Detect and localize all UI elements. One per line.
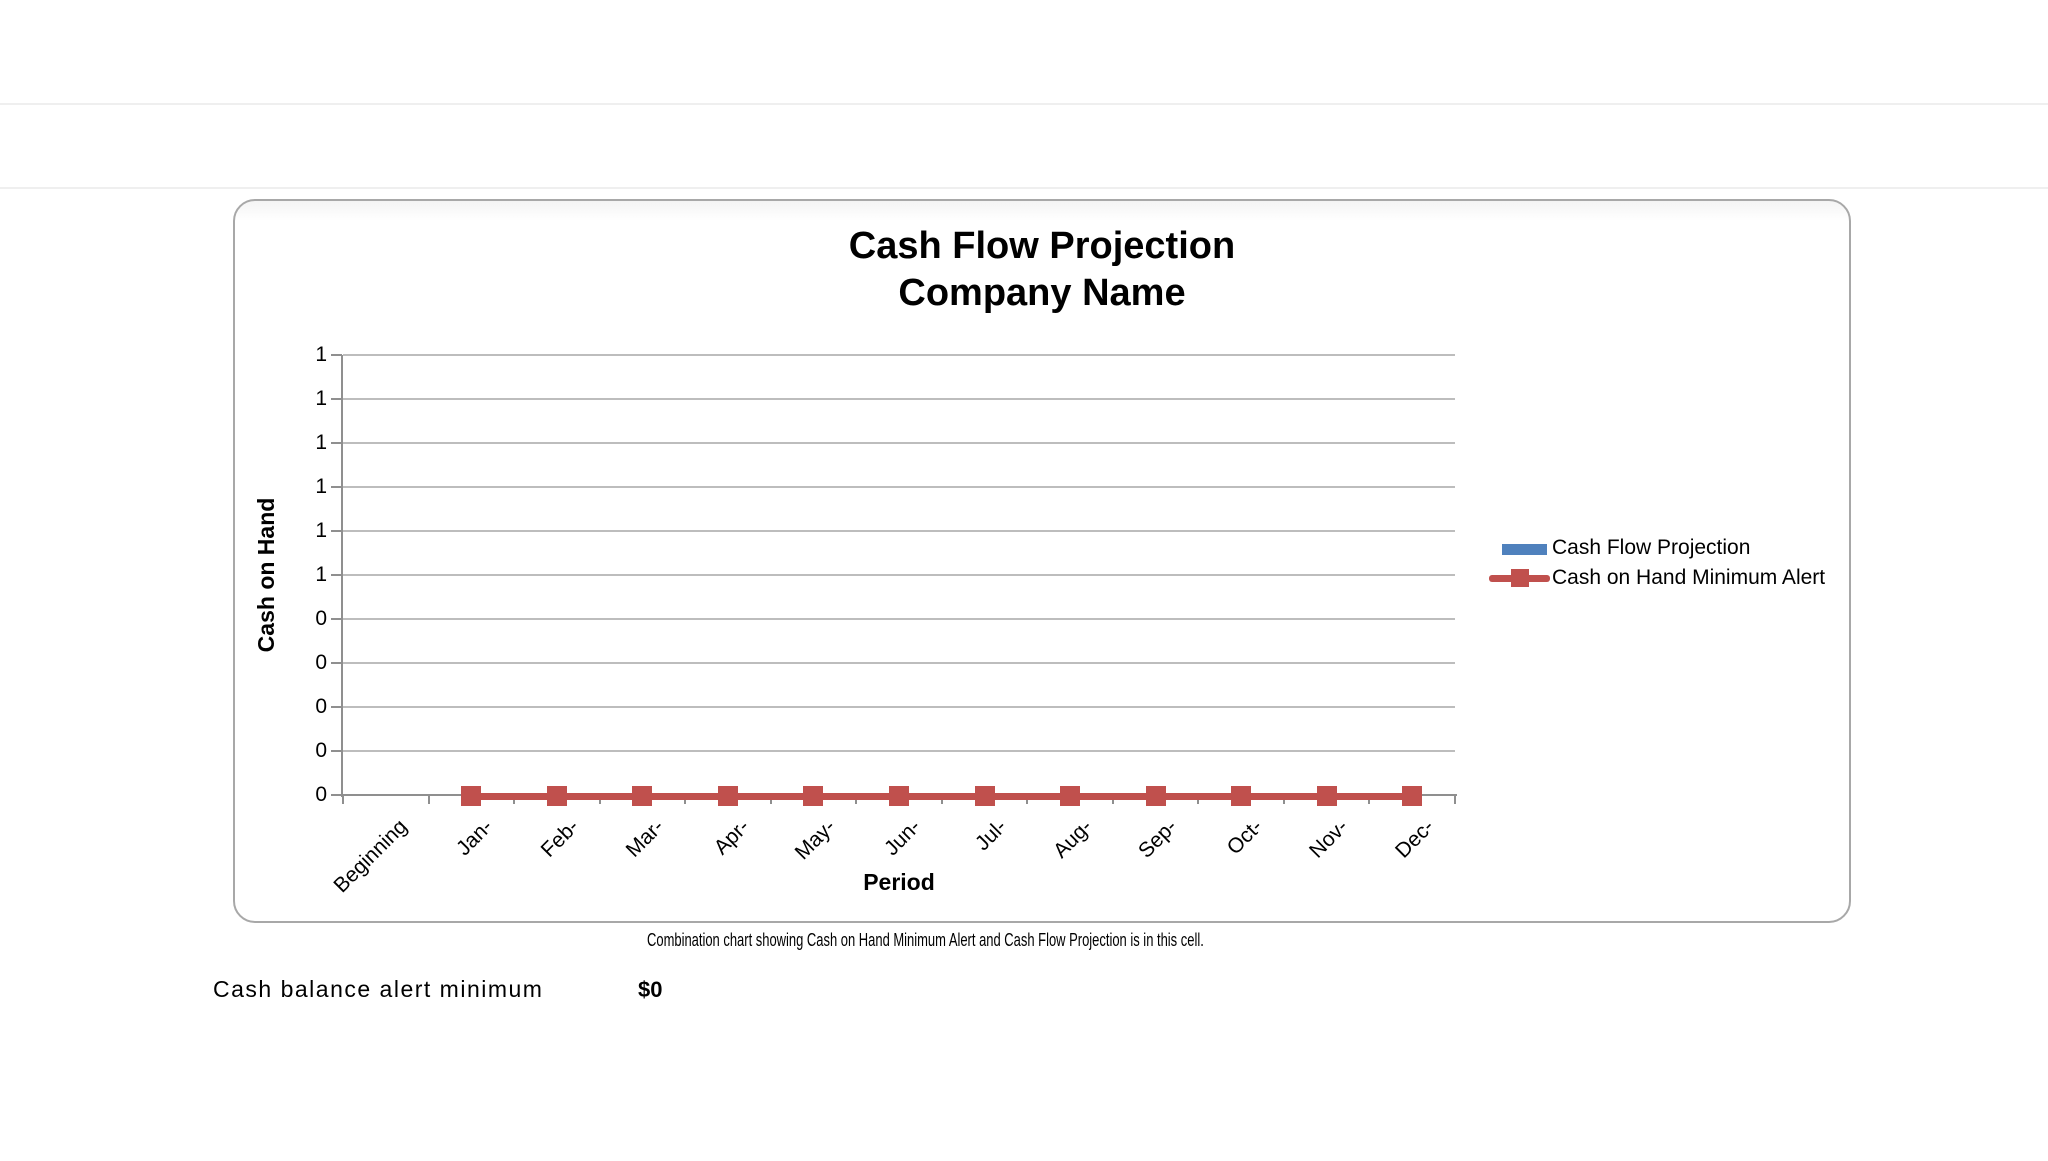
y-axis-tick	[331, 618, 342, 620]
x-tick-label: May-	[790, 815, 840, 865]
y-axis-tick	[331, 662, 342, 664]
x-axis-tick	[1454, 795, 1456, 804]
x-tick-label: Feb-	[536, 815, 584, 862]
series-data-point-marker	[974, 786, 995, 806]
x-tick-label: Dec-	[1390, 815, 1439, 863]
gridline	[343, 618, 1455, 620]
x-axis-title: Period	[863, 869, 935, 895]
y-axis-tick	[331, 442, 342, 444]
y-axis-tick	[331, 794, 342, 796]
y-axis-tick	[331, 354, 342, 356]
y-tick-label: 1	[315, 475, 327, 498]
gridline	[343, 706, 1455, 708]
gridline	[343, 662, 1455, 664]
gridline	[343, 442, 1455, 444]
legend-swatch-bar-series	[1502, 544, 1547, 555]
y-tick-label: 1	[315, 387, 327, 410]
y-tick-label: 0	[315, 607, 327, 630]
chart-cell-caption: Combination chart showing Cash on Hand M…	[647, 930, 1204, 950]
y-tick-label: 1	[315, 519, 327, 542]
chart-title: Cash Flow Projection	[848, 225, 1236, 267]
y-tick-label: 0	[315, 695, 327, 718]
series-data-point-marker	[1060, 786, 1081, 806]
y-axis-tick	[331, 530, 342, 532]
gridline	[343, 486, 1455, 488]
x-tick-label: Oct-	[1223, 815, 1268, 860]
series-data-point-marker	[1145, 786, 1166, 806]
sheet-row-gridline	[0, 187, 2048, 189]
series-data-point-marker	[461, 786, 482, 806]
legend-label-cash-flow-projection: Cash Flow Projection	[1552, 536, 1751, 559]
y-tick-label: 0	[315, 651, 327, 674]
plot-area: 1 1 1 1 1 1 0 0 0 0 0 Beginning Jan- Feb- Mar- Apr- May-…	[315, 343, 1457, 897]
cash-balance-alert-minimum-label: Cash balance alert minimum	[213, 976, 544, 1002]
y-axis-line	[341, 355, 343, 797]
gridline	[343, 750, 1455, 752]
chart-object[interactable]: Cash Flow Projection Company Name Cash o…	[233, 199, 1851, 923]
sheet-row-gridline	[0, 103, 2048, 105]
x-tick-label: Aug-	[1048, 815, 1097, 863]
y-tick-label: 1	[315, 343, 327, 366]
gridline	[343, 398, 1455, 400]
series-data-point-marker	[803, 786, 824, 806]
y-tick-label: 0	[315, 783, 327, 806]
gridline	[343, 530, 1455, 532]
x-tick-label: Jan-	[452, 815, 498, 861]
series-data-point-marker	[889, 786, 909, 806]
gridline	[343, 354, 1455, 356]
y-tick-label: 1	[315, 563, 327, 586]
y-tick-label: 0	[315, 739, 327, 762]
x-tick-label: Sep-	[1134, 815, 1182, 863]
x-tick-label: Apr-	[709, 815, 755, 860]
x-axis-tick	[342, 795, 344, 804]
y-axis-tick	[331, 750, 342, 752]
y-axis-tick	[331, 706, 342, 708]
series-data-point-marker	[717, 786, 738, 806]
x-tick-label: Jun-	[880, 815, 926, 861]
series-data-point-marker	[632, 786, 653, 806]
x-axis-tick	[427, 795, 430, 804]
y-axis-tick	[331, 574, 342, 576]
series-cash-on-hand-minimum-alert-line	[471, 793, 1413, 800]
x-tick-label: Jul-	[970, 815, 1011, 856]
chart-subtitle: Company Name	[898, 272, 1186, 314]
series-data-point-marker	[1316, 786, 1337, 806]
y-axis-tick	[331, 398, 342, 400]
y-tick-label: 1	[315, 431, 327, 454]
legend-label-cash-on-hand-minimum-alert: Cash on Hand Minimum Alert	[1552, 566, 1826, 589]
x-tick-label: Nov-	[1305, 815, 1353, 863]
y-axis-tick	[331, 486, 342, 488]
cash-balance-alert-minimum-value[interactable]: $0	[638, 977, 663, 1002]
gridline	[343, 574, 1455, 576]
series-data-point-marker	[1231, 786, 1252, 806]
series-data-point-marker	[546, 786, 567, 806]
series-data-point-marker	[1402, 786, 1423, 806]
legend-key-marker	[1511, 569, 1529, 587]
x-tick-label: Mar-	[621, 815, 669, 862]
